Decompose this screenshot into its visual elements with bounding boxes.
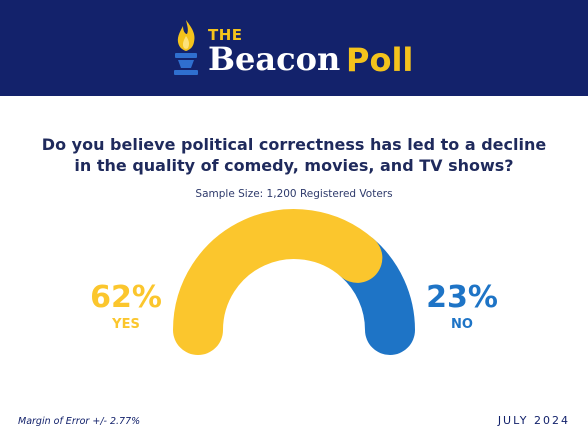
poll-date: JULY 2024	[497, 414, 570, 427]
question-line-2: in the quality of comedy, movies, and TV…	[74, 156, 514, 175]
yes-percentage: 62%	[90, 280, 162, 315]
logo-poll-text: Poll	[346, 41, 414, 79]
torch-icon	[174, 20, 198, 75]
yes-label: YES	[111, 317, 140, 332]
no-label: NO	[451, 317, 473, 332]
segment-yes	[173, 209, 383, 355]
beacon-poll-logo: THE Beacon Poll	[168, 16, 428, 82]
poll-question: Do you believe political correctness has…	[40, 134, 548, 176]
header-banner: THE Beacon Poll	[0, 0, 588, 96]
logo-beacon-text: Beacon	[208, 40, 341, 78]
question-line-1: Do you believe political correctness has…	[41, 135, 547, 154]
logo-the-text: THE	[208, 26, 243, 44]
no-percentage: 23%	[426, 280, 498, 315]
sample-size: Sample Size: 1,200 Registered Voters	[195, 188, 393, 200]
margin-of-error: Margin of Error +/- 2.77%	[18, 416, 141, 427]
